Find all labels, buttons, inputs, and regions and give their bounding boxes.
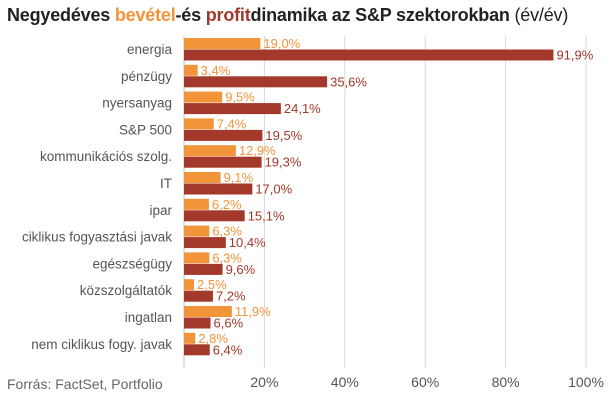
profit-value-label: 91,9% [556, 48, 593, 63]
profit-bar [184, 129, 263, 141]
revenue-value-label: 3,4% [201, 63, 231, 78]
category-label: kommunikációs szolg. [40, 149, 172, 164]
revenue-value-label: 6,2% [212, 197, 242, 212]
profit-bar [184, 290, 213, 302]
revenue-value-label: 2,5% [197, 277, 227, 292]
revenue-value-label: 9,1% [224, 170, 254, 185]
x-tick-label: 40% [331, 374, 359, 390]
revenue-bar [184, 198, 209, 210]
revenue-bar [184, 225, 210, 237]
profit-value-label: 15,1% [248, 208, 285, 223]
source-note: Forrás: FactSet, Portfolio [7, 376, 163, 392]
revenue-value-label: 12,9% [239, 143, 276, 158]
profit-bar [184, 103, 281, 115]
profit-bar [184, 156, 262, 168]
category-label: S&P 500 [119, 122, 172, 137]
profit-value-label: 9,6% [226, 262, 256, 277]
profit-bar [184, 210, 245, 222]
revenue-value-label: 7,4% [217, 116, 247, 131]
category-label: egészségügy [92, 256, 172, 271]
revenue-value-label: 11,9% [235, 304, 271, 319]
category-label: nyersanyag [102, 96, 172, 111]
revenue-value-label: 9,5% [225, 90, 255, 105]
profit-value-label: 24,1% [284, 101, 321, 116]
category-label: ipar [149, 203, 172, 218]
revenue-value-label: 2,8% [198, 331, 228, 346]
profit-bar [184, 344, 210, 356]
revenue-value-label: 6,3% [212, 250, 242, 265]
x-tick-label: 80% [492, 374, 520, 390]
profit-value-label: 17,0% [255, 182, 292, 197]
revenue-value-label: 19,0% [263, 36, 300, 51]
revenue-bar [184, 118, 214, 130]
category-label: pénzügy [121, 69, 172, 84]
category-label: nem ciklikus fogy. javak [31, 337, 172, 352]
revenue-bar [184, 306, 232, 317]
category-label: energia [127, 42, 173, 57]
revenue-bar [184, 145, 236, 157]
revenue-bar [184, 252, 210, 264]
x-tick-label: 100% [568, 374, 604, 390]
profit-bar [184, 263, 223, 275]
profit-value-label: 6,6% [214, 316, 244, 331]
revenue-value-label: 6,3% [212, 224, 242, 239]
profit-bar [184, 317, 211, 329]
revenue-bar [184, 38, 261, 49]
profit-value-label: 7,2% [216, 289, 246, 304]
category-label: ingatlan [125, 310, 172, 325]
profit-bar [184, 237, 226, 249]
category-label: ciklikus fogyasztási javak [22, 230, 172, 245]
profit-bar [184, 76, 328, 88]
category-label: közszolgáltatók [80, 283, 173, 298]
profit-value-label: 6,4% [213, 342, 243, 357]
profit-value-label: 19,5% [265, 128, 302, 143]
x-tick-label: 20% [250, 374, 278, 390]
profit-bar [184, 49, 554, 61]
profit-value-label: 10,4% [229, 235, 266, 250]
category-label: IT [160, 176, 172, 191]
revenue-bar [184, 279, 195, 291]
profit-value-label: 35,6% [330, 74, 367, 89]
revenue-bar [184, 172, 221, 183]
revenue-bar [184, 91, 223, 103]
revenue-bar [184, 332, 196, 344]
profit-value-label: 19,3% [265, 155, 302, 170]
chart-title: Negyedéves bevétel-és profitdinamika az … [7, 5, 569, 25]
revenue-bar [184, 64, 198, 76]
profit-bar [184, 183, 253, 195]
x-tick-label: 60% [411, 374, 439, 390]
